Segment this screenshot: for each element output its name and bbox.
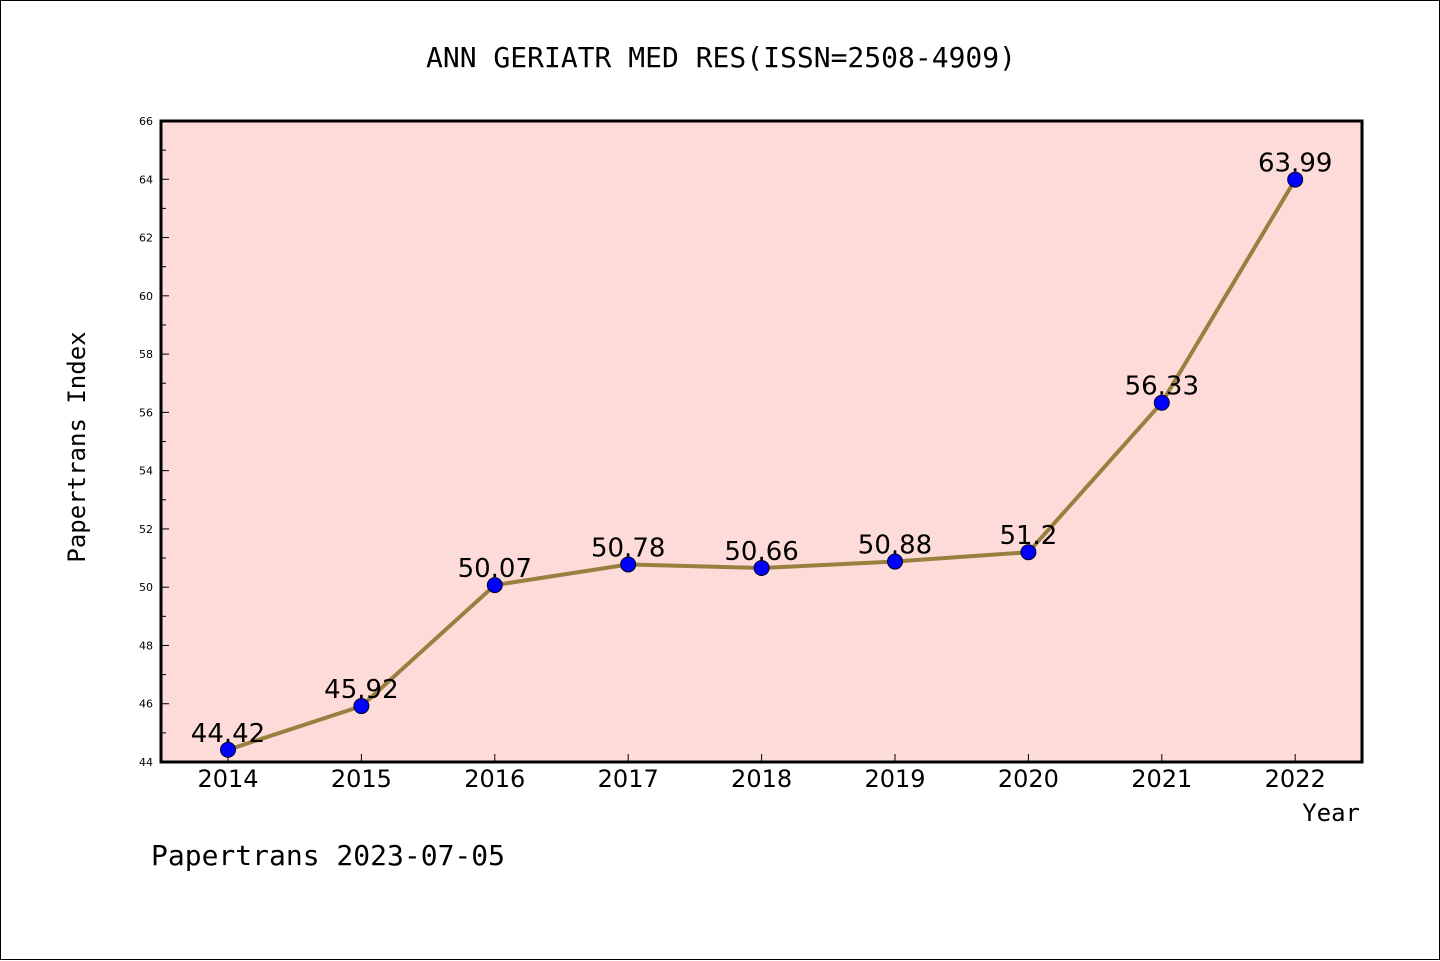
x-tick-label: 2022: [1265, 765, 1326, 793]
data-labels: 44.42 45.92 50.07 50.78 50.66 50.88 51.2 56.33 6…: [191, 149, 1333, 749]
y-tick-label: 56: [139, 406, 153, 419]
y-tick-label: 62: [139, 232, 153, 245]
y-tick-label: 44: [139, 756, 153, 769]
data-point: [486, 577, 503, 594]
y-axis-label: Papertrans Index: [63, 331, 91, 562]
series-markers: [220, 171, 1304, 758]
y-axis-ticks: 44 46 48 50 52 54 56 58 60 62 64 66: [139, 115, 169, 769]
x-axis-label: Year: [1302, 799, 1360, 827]
y-tick-label: 50: [139, 581, 153, 594]
data-label: 63.99: [1258, 149, 1332, 179]
y-tick-label: 46: [139, 698, 153, 711]
y-tick-label: 48: [139, 639, 153, 652]
data-point: [620, 556, 637, 573]
data-point: [353, 698, 370, 715]
data-label: 50.07: [458, 554, 532, 584]
footer-text: Papertrans 2023-07-05: [151, 839, 505, 872]
plot-border: [159, 119, 1364, 764]
x-tick-label: 2018: [731, 765, 792, 793]
plot-area: [161, 121, 1362, 762]
x-tick-label: 2020: [998, 765, 1059, 793]
chart-title: ANN GERIATR MED RES(ISSN=2508-4909): [426, 41, 1016, 74]
data-point: [753, 559, 770, 576]
y-tick-label: 60: [139, 290, 153, 303]
data-label: 51.2: [999, 521, 1057, 551]
x-tick-label: 2019: [864, 765, 925, 793]
x-tick-label: 2015: [331, 765, 392, 793]
data-label: 50.88: [858, 531, 932, 561]
data-label: 50.78: [591, 533, 665, 563]
data-point: [220, 741, 236, 758]
x-tick-label: 2021: [1131, 765, 1192, 793]
y-tick-label: 54: [139, 465, 153, 478]
data-point: [887, 553, 903, 570]
data-point: [1020, 544, 1037, 561]
x-tick-label: 2016: [464, 765, 525, 793]
data-point: [1153, 394, 1170, 411]
data-label: 50.66: [724, 537, 798, 567]
x-tick-label: 2014: [197, 765, 258, 793]
y-tick-label: 64: [139, 173, 153, 186]
data-label: 44.42: [191, 719, 265, 749]
y-tick-label: 66: [139, 115, 153, 128]
data-point: [1287, 171, 1304, 188]
y-tick-label: 52: [139, 523, 153, 536]
data-label: 45.92: [324, 675, 398, 705]
x-axis-ticks: 2014 2015 2016 2017 2018 2019 2020 2021 2022: [197, 754, 1326, 793]
y-tick-label: 58: [139, 348, 153, 361]
data-label: 56.33: [1125, 372, 1199, 402]
x-tick-label: 2017: [598, 765, 659, 793]
